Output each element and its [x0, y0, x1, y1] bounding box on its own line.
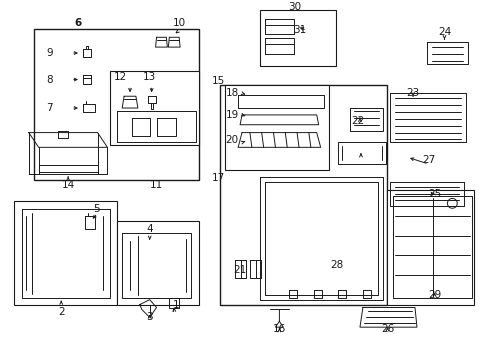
Text: 24: 24: [437, 27, 450, 37]
Text: 2: 2: [58, 307, 64, 318]
Text: 14: 14: [61, 180, 75, 190]
Text: 3: 3: [146, 312, 153, 322]
Text: 30: 30: [288, 2, 301, 12]
Bar: [225, 85, 328, 170]
Text: 22: 22: [351, 116, 364, 126]
Text: 28: 28: [329, 260, 342, 270]
Text: 18: 18: [225, 88, 238, 98]
Text: 27: 27: [421, 155, 434, 165]
Text: 10: 10: [172, 18, 185, 27]
Text: 16: 16: [272, 324, 285, 334]
Text: 13: 13: [143, 72, 156, 82]
Text: 6: 6: [74, 18, 81, 27]
Text: 23: 23: [406, 88, 419, 98]
Bar: [14, 201, 117, 305]
Text: 11: 11: [150, 180, 163, 190]
Text: 15: 15: [211, 76, 224, 86]
Bar: [259, 10, 336, 66]
Text: 9: 9: [46, 48, 53, 58]
Text: 7: 7: [46, 103, 53, 113]
Text: 8: 8: [46, 75, 53, 85]
Text: 4: 4: [146, 224, 153, 234]
Text: 21: 21: [233, 265, 246, 275]
Bar: [34, 30, 199, 180]
Text: 31: 31: [293, 26, 306, 35]
Bar: [386, 190, 473, 305]
Bar: [117, 221, 199, 305]
Text: 5: 5: [93, 204, 100, 214]
Text: 19: 19: [225, 110, 238, 120]
Bar: [220, 85, 386, 305]
Text: 25: 25: [427, 189, 440, 198]
Bar: [110, 71, 199, 145]
Text: 1: 1: [173, 300, 179, 310]
Text: 20: 20: [225, 135, 238, 145]
Text: 29: 29: [427, 290, 440, 300]
Text: 12: 12: [113, 72, 126, 82]
Text: 26: 26: [380, 324, 393, 334]
Text: 17: 17: [211, 173, 224, 183]
